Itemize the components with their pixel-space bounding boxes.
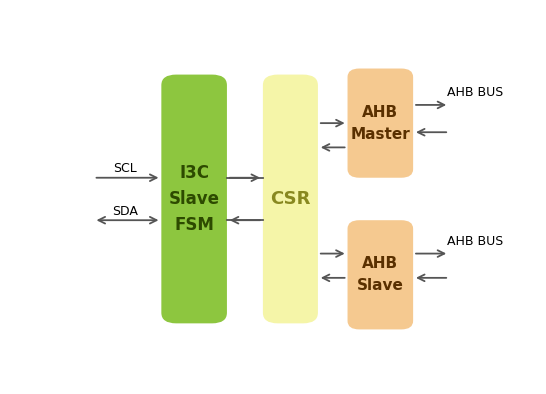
Text: AHB
Master: AHB Master — [351, 104, 410, 142]
Text: AHB BUS: AHB BUS — [447, 235, 503, 248]
FancyBboxPatch shape — [348, 69, 413, 178]
FancyBboxPatch shape — [348, 220, 413, 329]
Text: AHB BUS: AHB BUS — [447, 86, 503, 99]
Text: SDA: SDA — [112, 204, 138, 217]
Text: I3C
Slave
FSM: I3C Slave FSM — [169, 164, 219, 234]
Text: CSR: CSR — [270, 190, 311, 208]
FancyBboxPatch shape — [162, 74, 227, 323]
Text: AHB
Slave: AHB Slave — [357, 256, 403, 294]
Text: SCL: SCL — [114, 162, 137, 175]
FancyBboxPatch shape — [263, 74, 318, 323]
